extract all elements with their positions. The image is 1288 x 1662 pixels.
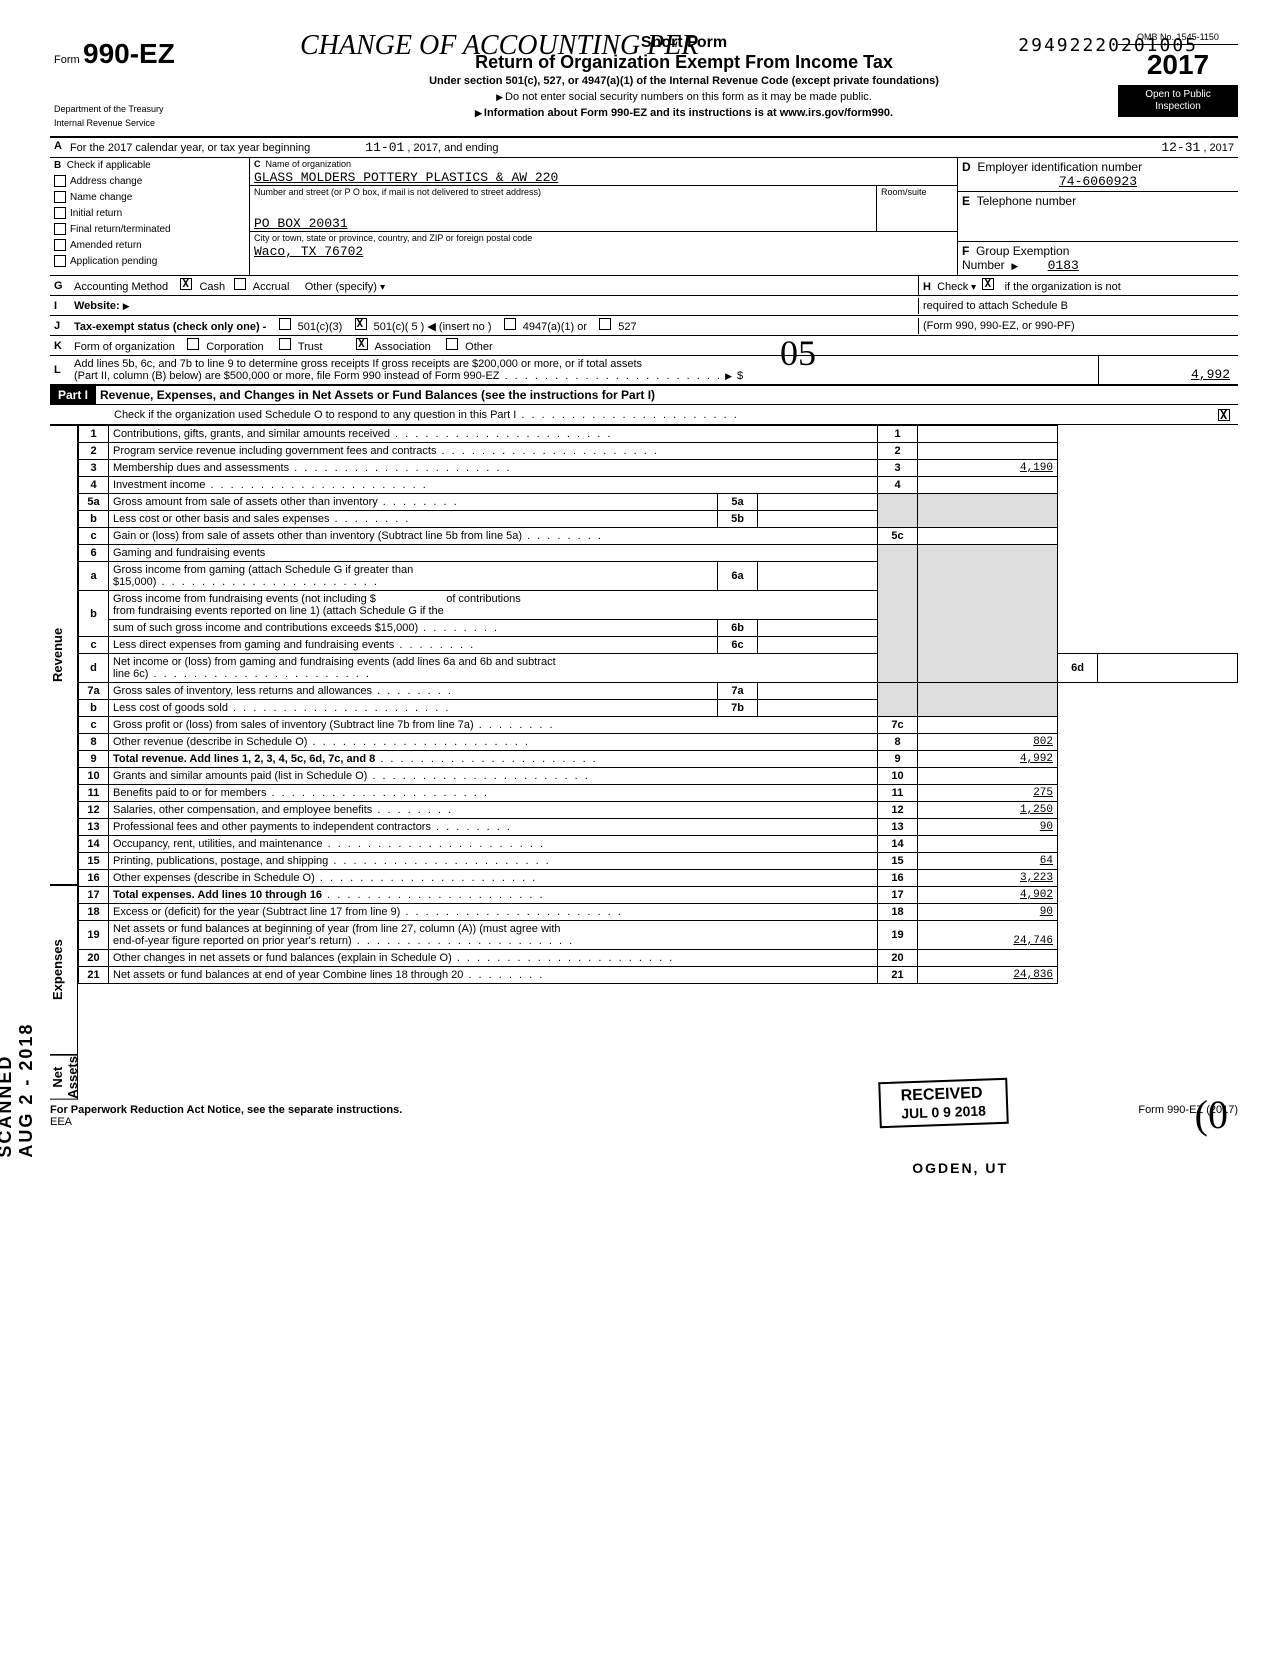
page-number-handwritten: (0 (1195, 1091, 1228, 1138)
chk-cash[interactable] (180, 278, 192, 290)
line-3: 3Membership dues and assessments34,190 (79, 460, 1238, 477)
line-5b: bLess cost or other basis and sales expe… (79, 511, 1238, 528)
line-7b: bLess cost of goods sold7b (79, 700, 1238, 717)
handwritten-05: 05 (780, 332, 816, 374)
gross-receipts: 4,992 (1191, 367, 1230, 382)
line-7c: cGross profit or (loss) from sales of in… (79, 717, 1238, 734)
section-a: A For the 2017 calendar year, or tax yea… (50, 138, 1238, 158)
chk-527[interactable] (599, 318, 611, 330)
chk-assoc[interactable] (356, 338, 368, 350)
part-i-header: Part I Revenue, Expenses, and Changes in… (50, 386, 1238, 405)
subtitle-1: Under section 501(c), 527, or 4947(a)(1)… (258, 75, 1110, 87)
chk-initial-return[interactable] (54, 207, 66, 219)
chk-4947[interactable] (504, 318, 516, 330)
chk-final-return[interactable] (54, 223, 66, 235)
chk-accrual[interactable] (234, 278, 246, 290)
line-6a: aGross income from gaming (attach Schedu… (79, 562, 1238, 591)
year-end: 12-31 (1161, 140, 1200, 155)
chk-schedule-b[interactable] (982, 278, 994, 290)
open-public: Open to Public Inspection (1118, 85, 1238, 117)
line-10: 10Grants and similar amounts paid (list … (79, 768, 1238, 785)
year-begin: 11-01 (365, 140, 404, 155)
line-6b-2: sum of such gross income and contributio… (79, 620, 1238, 637)
chk-schedule-o[interactable] (1218, 409, 1230, 421)
org-name: GLASS MOLDERS POTTERY PLASTICS & AW 220 (250, 170, 957, 185)
line-5c: cGain or (loss) from sale of assets othe… (79, 528, 1238, 545)
line-11: 11Benefits paid to or for members11275 (79, 785, 1238, 802)
section-k: K Form of organization Corporation Trust… (50, 336, 1238, 356)
chk-amended[interactable] (54, 239, 66, 251)
netassets-label: Net Assets (50, 1055, 78, 1100)
section-j: J Tax-exempt status (check only one) - 5… (50, 316, 1238, 336)
line-2: 2Program service revenue including gover… (79, 443, 1238, 460)
part-i-check: Check if the organization used Schedule … (50, 405, 1238, 425)
form-word: Form (54, 54, 80, 66)
subtitle-3: Information about Form 990-EZ and its in… (258, 107, 1110, 119)
chk-other-org[interactable] (446, 338, 458, 350)
line-17: 17Total expenses. Add lines 10 through 1… (79, 887, 1238, 904)
chk-corp[interactable] (187, 338, 199, 350)
chk-name-change[interactable] (54, 191, 66, 203)
expenses-label: Expenses (50, 885, 78, 1055)
group-exemption: 0183 (1044, 258, 1083, 273)
received-location: OGDEN, UT (912, 1160, 1008, 1176)
chk-pending[interactable] (54, 255, 66, 267)
line-9: 9Total revenue. Add lines 1, 2, 3, 4, 5c… (79, 751, 1238, 768)
line-7a: 7aGross sales of inventory, less returns… (79, 683, 1238, 700)
dept-treasury: Department of the Treasury (54, 104, 246, 114)
line-12: 12Salaries, other compensation, and empl… (79, 802, 1238, 819)
part-i-table: Revenue Expenses Net Assets 1Contributio… (50, 425, 1238, 1100)
line-4: 4Investment income4 (79, 477, 1238, 494)
org-info-block: B Check if applicable Address change Nam… (50, 158, 1238, 276)
stamp-number: 29492220201005 (1018, 35, 1198, 56)
subtitle-2: Do not enter social security numbers on … (258, 91, 1110, 103)
revenue-label: Revenue (50, 425, 78, 885)
line-20: 20Other changes in net assets or fund ba… (79, 950, 1238, 967)
line-5a: 5aGross amount from sale of assets other… (79, 494, 1238, 511)
handwritten-header: CHANGE OF ACCOUNTING PER (300, 30, 699, 62)
line-6b-1: bGross income from fundraising events (n… (79, 591, 1238, 620)
line-18: 18Excess or (deficit) for the year (Subt… (79, 904, 1238, 921)
chk-trust[interactable] (279, 338, 291, 350)
line-15: 15Printing, publications, postage, and s… (79, 853, 1238, 870)
line-6c: cLess direct expenses from gaming and fu… (79, 637, 1238, 654)
dept-irs: Internal Revenue Service (54, 118, 246, 128)
form-number: 990-EZ (83, 38, 175, 69)
line-6: 6Gaming and fundraising events (79, 545, 1238, 562)
page-footer: For Paperwork Reduction Act Notice, see … (50, 1104, 1238, 1128)
line-14: 14Occupancy, rent, utilities, and mainte… (79, 836, 1238, 853)
chk-501c3[interactable] (279, 318, 291, 330)
chk-address-change[interactable] (54, 175, 66, 187)
section-g-h: G Accounting Method Cash Accrual Other (… (50, 276, 1238, 296)
chk-501c[interactable] (355, 318, 367, 330)
line-6d: dNet income or (loss) from gaming and fu… (79, 654, 1238, 683)
line-21: 21Net assets or fund balances at end of … (79, 967, 1238, 984)
section-l: L Add lines 5b, 6c, and 7b to line 9 to … (50, 356, 1238, 386)
line-8: 8Other revenue (describe in Schedule O)8… (79, 734, 1238, 751)
section-i: I Website: required to attach Schedule B (50, 296, 1238, 316)
ein: 74-6060923 (962, 174, 1234, 189)
scanned-stamp: SCANNED AUG 2 - 2018 (0, 1020, 37, 1158)
org-city: Waco, TX 76702 (250, 244, 957, 259)
line-13: 13Professional fees and other payments t… (79, 819, 1238, 836)
line-19: 19Net assets or fund balances at beginni… (79, 921, 1238, 950)
line-1: 1Contributions, gifts, grants, and simil… (79, 426, 1238, 443)
line-16: 16Other expenses (describe in Schedule O… (79, 870, 1238, 887)
org-address: PO BOX 20031 (250, 216, 876, 231)
